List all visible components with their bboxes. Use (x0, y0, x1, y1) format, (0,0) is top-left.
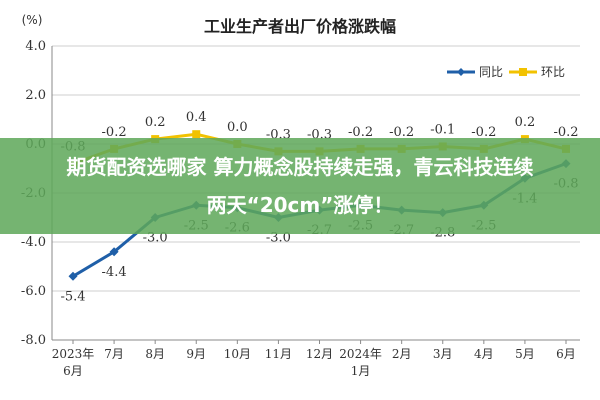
x-tick-label: 6月 (556, 347, 576, 361)
y-tick-label: -8.0 (21, 333, 46, 348)
data-label: 0.4 (186, 110, 207, 125)
data-label: -3.0 (266, 231, 291, 246)
banner-line-1: 期货配资选哪家 算力概念股持续走强，青云科技连续 (66, 155, 534, 179)
x-tick-label: 1月 (351, 364, 371, 378)
y-tick-label: -4.0 (21, 235, 46, 250)
legend-marker (457, 68, 465, 76)
legend-marker (519, 68, 527, 76)
y-tick-label: -6.0 (21, 284, 46, 299)
data-label: -0.1 (430, 122, 455, 137)
x-tick-label: 7月 (104, 347, 124, 361)
x-tick-label: 11月 (265, 347, 292, 361)
legend: 同比 环比 (447, 65, 565, 79)
x-tick-label: 6月 (63, 364, 83, 378)
data-label: 0.0 (227, 120, 248, 135)
y-axis-unit: (%) (22, 13, 43, 27)
data-label: -0.2 (553, 125, 578, 140)
banner-line-2: 两天“20cm”涨停！ (206, 193, 394, 217)
data-label: 0.2 (145, 115, 166, 130)
chart-title: 工业生产者出厂价格涨跌幅 (204, 17, 396, 36)
x-tick-label: 8月 (145, 347, 165, 361)
data-point (68, 271, 78, 281)
x-tick-label: 2月 (392, 347, 412, 361)
data-label: 0.2 (515, 115, 536, 130)
x-tick-label: 9月 (186, 347, 206, 361)
y-tick-label: 4.0 (25, 39, 46, 54)
data-label: -0.2 (471, 125, 496, 140)
data-label: -0.2 (389, 125, 414, 140)
y-tick-label: 2.0 (25, 88, 46, 103)
data-label: -3.0 (143, 231, 168, 246)
data-point (192, 130, 201, 139)
x-tick-label: 12月 (306, 347, 333, 361)
data-label: -4.4 (102, 265, 127, 280)
legend-label: 环比 (541, 65, 565, 79)
x-tick-label: 10月 (224, 347, 251, 361)
data-label: -5.4 (60, 289, 85, 304)
x-tick-label: 4月 (474, 347, 494, 361)
data-label: -0.2 (102, 125, 127, 140)
x-tick-label: 3月 (433, 347, 453, 361)
x-tick-label: 2023年 (52, 347, 95, 361)
overlay-banner: 期货配资选哪家 算力概念股持续走强，青云科技连续 两天“20cm”涨停！ (0, 138, 600, 234)
x-tick-label: 2024年 (339, 347, 382, 361)
legend-label: 同比 (479, 65, 503, 79)
x-tick-labels: 2023年 6月 7月 8月 9月 10月 11月 12月 2024年 1月 2月 3月 4月 5月 6月 (52, 347, 576, 378)
data-point (109, 247, 119, 257)
data-label: -0.2 (348, 125, 373, 140)
x-tick-label: 5月 (515, 347, 535, 361)
